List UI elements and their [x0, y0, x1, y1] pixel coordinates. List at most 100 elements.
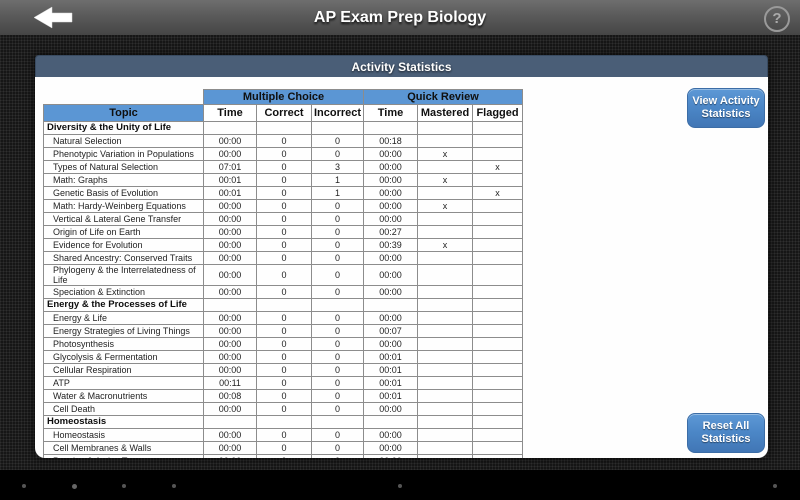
qr-flagged-cell: [472, 389, 524, 403]
nav-dot-icon[interactable]: [22, 484, 26, 488]
qr-flagged-cell: [472, 363, 524, 377]
qr-time-cell: [363, 121, 419, 135]
qr-time-cell: 00:01: [363, 376, 419, 390]
nav-dot-icon[interactable]: [72, 484, 77, 489]
mc-time-column-header: Time: [203, 104, 257, 122]
table-row: Energy & the Processes of Life: [43, 298, 524, 312]
reset-all-statistics-button[interactable]: Reset All Statistics: [687, 413, 765, 453]
mc-incorrect-cell: 0: [310, 264, 365, 286]
content-background: Activity Statistics Multiple Choice Quic…: [0, 35, 800, 470]
qr-time-cell: 00:00: [363, 441, 419, 455]
qr-mastered-cell: [417, 251, 474, 265]
mastered-column-header: Mastered: [417, 104, 474, 122]
mc-correct-cell: 0: [256, 441, 312, 455]
mc-correct-cell: 0: [256, 173, 312, 187]
table-row: Evidence for Evolution 00:00 0 0 00:39 x: [43, 238, 524, 252]
qr-time-cell: 00:00: [363, 199, 419, 213]
mc-correct-cell: [256, 298, 312, 312]
qr-time-cell: 00:18: [363, 134, 419, 148]
qr-time-cell: 00:00: [363, 251, 419, 265]
mc-time-cell: 00:00: [203, 251, 257, 265]
qr-mastered-cell: [417, 402, 474, 416]
topic-cell: Natural Selection: [43, 134, 204, 148]
incorrect-column-header: Incorrect: [310, 104, 365, 122]
view-activity-statistics-button[interactable]: View Activity Statistics: [687, 88, 765, 128]
topic-cell: Homeostasis: [43, 415, 204, 429]
mc-correct-cell: 0: [256, 212, 312, 226]
nav-dot-icon[interactable]: [122, 484, 126, 488]
table-row: Shared Ancestry: Conserved Traits 00:00 …: [43, 251, 524, 265]
mc-incorrect-cell: 3: [310, 160, 365, 174]
mc-time-cell: [203, 121, 257, 135]
qr-mastered-cell: x: [417, 173, 474, 187]
mc-incorrect-cell: 0: [310, 350, 365, 364]
qr-mastered-cell: [417, 428, 474, 442]
qr-time-cell: 00:01: [363, 350, 419, 364]
table-row: Genetic Basis of Evolution 00:01 0 1 00:…: [43, 186, 524, 200]
back-button[interactable]: [18, 4, 78, 32]
qr-mastered-cell: [417, 441, 474, 455]
qr-flagged-cell: [472, 147, 524, 161]
page-title: AP Exam Prep Biology: [313, 9, 487, 26]
table-row: Speciation & Extinction 00:00 0 0 00:00: [43, 285, 524, 299]
mc-incorrect-cell: 0: [310, 199, 365, 213]
mc-incorrect-cell: 0: [310, 454, 365, 458]
qr-flagged-cell: [472, 134, 524, 148]
mc-correct-cell: 0: [256, 285, 312, 299]
back-arrow-icon: [33, 6, 73, 29]
mc-time-cell: 00:00: [203, 147, 257, 161]
mc-time-cell: 07:01: [203, 160, 257, 174]
topic-cell: ATP: [43, 376, 204, 390]
table-row: ATP 00:11 0 0 00:01: [43, 376, 524, 390]
qr-mastered-cell: [417, 212, 474, 226]
qr-flagged-cell: [472, 285, 524, 299]
mc-incorrect-cell: 0: [310, 376, 365, 390]
qr-mastered-cell: [417, 134, 474, 148]
mc-time-cell: 00:00: [203, 324, 257, 338]
qr-flagged-cell: [472, 199, 524, 213]
qr-flagged-cell: [472, 264, 524, 286]
mc-correct-cell: 0: [256, 264, 312, 286]
mc-correct-cell: 0: [256, 186, 312, 200]
statistics-panel: Activity Statistics Multiple Choice Quic…: [35, 55, 768, 458]
qr-time-cell: 00:01: [363, 389, 419, 403]
table-row: Cell Membranes & Walls 00:00 0 0 00:00: [43, 441, 524, 455]
qr-mastered-cell: [417, 363, 474, 377]
qr-mastered-cell: [417, 311, 474, 325]
topic-cell: Glycolysis & Fermentation: [43, 350, 204, 364]
table-row: Glycolysis & Fermentation 00:00 0 0 00:0…: [43, 350, 524, 364]
qr-flagged-cell: [472, 173, 524, 187]
topic-cell: Diversity & the Unity of Life: [43, 121, 204, 135]
topic-cell: Cell Death: [43, 402, 204, 416]
nav-dot-icon: [398, 484, 402, 488]
mc-time-cell: 00:00: [203, 402, 257, 416]
mc-correct-cell: 0: [256, 350, 312, 364]
help-button[interactable]: ?: [764, 6, 790, 32]
topic-cell: Cell Membranes & Walls: [43, 441, 204, 455]
table-row: Vertical & Lateral Gene Transfer 00:00 0…: [43, 212, 524, 226]
qr-time-cell: [363, 415, 419, 429]
topic-cell: Homeostasis: [43, 428, 204, 442]
table-row: Homeostasis: [43, 415, 524, 429]
mc-incorrect-cell: 0: [310, 324, 365, 338]
topic-cell: Energy & Life: [43, 311, 204, 325]
mc-incorrect-cell: 0: [310, 311, 365, 325]
qr-flagged-cell: [472, 441, 524, 455]
mc-correct-cell: 0: [256, 428, 312, 442]
mc-time-cell: 00:11: [203, 376, 257, 390]
qr-mastered-cell: [417, 454, 474, 458]
mc-time-cell: [203, 298, 257, 312]
mc-time-cell: 00:01: [203, 186, 257, 200]
qr-mastered-cell: [417, 415, 474, 429]
qr-mastered-cell: [417, 285, 474, 299]
mc-time-cell: 00:00: [203, 350, 257, 364]
qr-mastered-cell: [417, 389, 474, 403]
mc-incorrect-cell: [310, 298, 365, 312]
mc-correct-cell: 0: [256, 454, 312, 458]
nav-dot-icon[interactable]: [172, 484, 176, 488]
mc-correct-cell: 0: [256, 147, 312, 161]
table-row: Diversity & the Unity of Life: [43, 121, 524, 135]
panel-title: Activity Statistics: [35, 55, 768, 77]
mc-incorrect-cell: 0: [310, 389, 365, 403]
mc-correct-cell: 0: [256, 311, 312, 325]
